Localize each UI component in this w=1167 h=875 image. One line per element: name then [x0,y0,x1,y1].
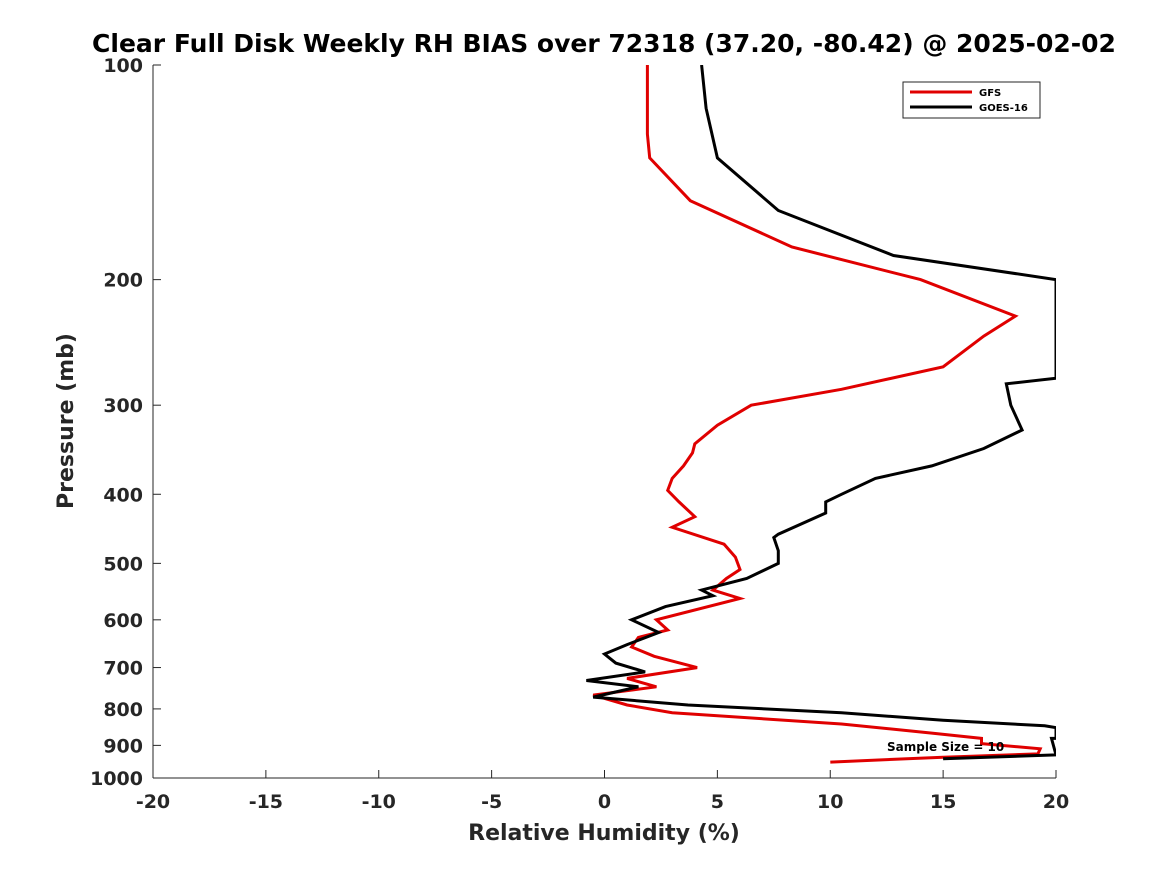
series-layer [586,65,1056,764]
y-tick-label: 300 [103,395,143,417]
y-tick-label: 800 [103,699,143,721]
x-axis-label: Relative Humidity (%) [468,821,740,846]
plot-background [153,65,1056,778]
x-tick-label: -15 [249,791,283,813]
x-tick-label: 0 [598,791,611,813]
series-line-gfs [592,65,1043,764]
x-tick-label: -20 [136,791,170,813]
plot-area: -20 -15 -10 -5 0 5 10 15 20 100 200 300 400 500 600 70… [90,55,1069,813]
y-tick-label: 900 [103,735,143,757]
chart-title: Clear Full Disk Weekly RH BIAS over 7231… [92,29,1116,58]
y-tick-label: 200 [103,270,143,292]
y-axis-label: Pressure (mb) [54,333,79,509]
x-tick-label: 5 [711,791,724,813]
legend-box [902,81,1041,119]
x-tick-label: 10 [817,791,843,813]
y-ticks: 100 200 300 400 500 600 700 800 900 1000 [90,55,161,790]
x-tick-label: -5 [481,791,502,813]
y-tick-label: 700 [103,658,143,680]
y-tick-label: 100 [103,55,143,77]
legend: GFS GOES-16 [902,81,1041,119]
y-tick-label: 500 [103,553,143,575]
x-ticks: -20 -15 -10 -5 0 5 10 15 20 [136,770,1069,813]
x-tick-label: 20 [1043,791,1069,813]
legend-label-goes16: GOES-16 [979,103,1028,114]
legend-label-gfs: GFS [979,88,1001,99]
y-tick-label: 600 [103,610,143,632]
y-tick-label: 400 [103,484,143,506]
y-tick-label: 1000 [90,768,143,790]
x-tick-label: 15 [930,791,956,813]
x-tick-label: -10 [362,791,396,813]
series-line-goes16 [586,65,1056,761]
sample-size-annotation: Sample Size = 10 [887,740,1004,754]
